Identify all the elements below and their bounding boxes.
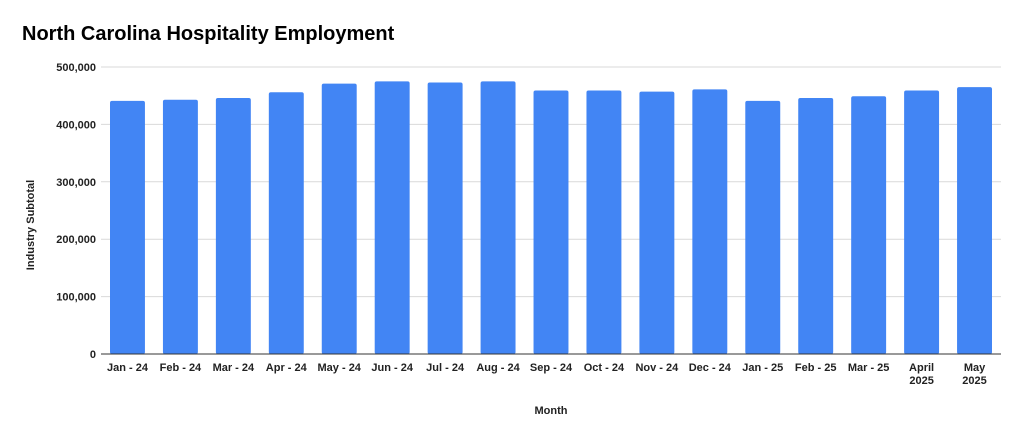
chart-title: North Carolina Hospitality Employment xyxy=(22,23,395,45)
bar xyxy=(480,81,516,354)
bar xyxy=(745,100,781,354)
y-axis-ticks: 0 100,000 200,000 300,000 400,000 500,000 xyxy=(56,62,96,361)
y-tick-label: 300,000 xyxy=(56,177,96,189)
bar xyxy=(533,90,569,354)
x-tick-label: Jan - 24 xyxy=(107,362,149,374)
y-tick-label: 0 xyxy=(90,349,96,361)
bar xyxy=(639,91,675,354)
x-tick-label: 2025 xyxy=(909,375,933,387)
x-tick-label: Aug - 24 xyxy=(476,362,520,374)
bars xyxy=(110,81,992,355)
y-axis-title: Industry Subtotal xyxy=(25,180,37,270)
x-tick-label: Mar - 25 xyxy=(848,362,890,374)
bar xyxy=(586,90,622,354)
x-tick-label: Jul - 24 xyxy=(426,362,465,374)
x-tick-label: Jan - 25 xyxy=(742,362,783,374)
x-tick-label: Feb - 24 xyxy=(160,362,202,374)
y-tick-label: 200,000 xyxy=(56,234,96,246)
bar xyxy=(798,97,834,354)
x-tick-label: Sep - 24 xyxy=(530,362,573,374)
y-tick-label: 500,000 xyxy=(56,62,96,74)
x-tick-label: Mar - 24 xyxy=(213,362,255,374)
bar xyxy=(851,96,887,355)
x-axis-ticks: Jan - 24 Feb - 24 Mar - 24 Apr - 24 May - 24… xyxy=(107,362,987,387)
x-tick-label: Oct - 24 xyxy=(584,362,625,374)
y-tick-label: 400,000 xyxy=(56,119,96,131)
bar xyxy=(162,99,198,354)
bar xyxy=(427,82,463,355)
bar xyxy=(110,100,145,354)
bar xyxy=(268,92,304,355)
x-tick-label: Jun - 24 xyxy=(371,362,413,374)
x-tick-label: Apr - 24 xyxy=(266,362,308,374)
x-tick-label: April xyxy=(909,362,934,374)
x-axis-title: Month xyxy=(535,405,568,417)
bar xyxy=(215,97,251,354)
bar xyxy=(321,83,357,355)
x-tick-label: Nov - 24 xyxy=(635,362,679,374)
x-tick-label: May - 24 xyxy=(318,362,362,374)
x-tick-label: May xyxy=(964,362,986,374)
bar xyxy=(957,87,992,354)
x-tick-label: Dec - 24 xyxy=(689,362,732,374)
x-tick-label: Feb - 25 xyxy=(795,362,837,374)
bar xyxy=(692,89,728,355)
y-tick-label: 100,000 xyxy=(56,292,96,304)
bar xyxy=(374,81,410,354)
x-tick-label: 2025 xyxy=(962,375,986,387)
bar xyxy=(904,90,940,354)
